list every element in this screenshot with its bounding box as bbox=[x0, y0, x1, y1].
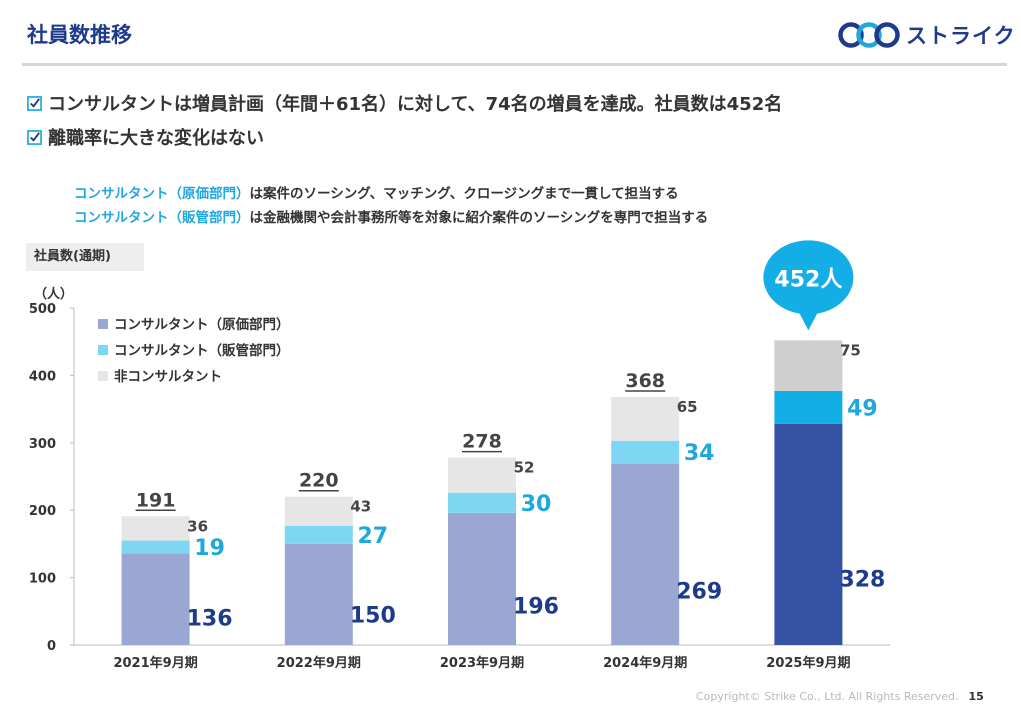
legend-label: コンサルタント（販管部門） bbox=[114, 342, 290, 359]
chart-label-chip: 社員数(通期) bbox=[26, 243, 144, 271]
note-text: は金融機関や会計事務所等を対象に紹介案件のソーシングを専門で担当する bbox=[249, 210, 709, 226]
bar-segment bbox=[284, 543, 353, 645]
data-label: 43 bbox=[350, 498, 371, 516]
checkbox-icon bbox=[27, 129, 42, 145]
bar-segment bbox=[448, 457, 516, 493]
bar-segment bbox=[774, 340, 843, 391]
bullet-item: 離職率に大きな変化はない bbox=[27, 124, 264, 150]
data-label: 150 bbox=[350, 604, 396, 629]
total-label: 368 bbox=[625, 370, 665, 392]
page-number: 15 bbox=[968, 690, 984, 703]
note-line: コンサルタント（原価部門）は案件のソーシング、マッチング、クロージングまで一貫し… bbox=[74, 182, 679, 202]
data-label: 30 bbox=[521, 492, 552, 517]
y-tick-label: 200 bbox=[29, 504, 56, 519]
company-logo: ストライク bbox=[838, 18, 1016, 52]
callout-pointer bbox=[796, 307, 821, 331]
bar-segment bbox=[121, 540, 190, 554]
data-label: 52 bbox=[514, 459, 535, 477]
y-tick-label: 300 bbox=[29, 437, 56, 452]
legend-label: コンサルタント（原価部門） bbox=[114, 316, 290, 333]
note-line: コンサルタント（販管部門）は金融機関や会計事務所等を対象に紹介案件のソーシングを… bbox=[74, 206, 708, 226]
x-tick-label: 2022年9月期 bbox=[277, 655, 361, 671]
bar-segment bbox=[448, 492, 516, 513]
data-label: 65 bbox=[677, 398, 698, 416]
note-text: は案件のソーシング、マッチング、クロージングまで一貫して担当する bbox=[249, 186, 679, 202]
y-axis-unit: （人） bbox=[34, 286, 73, 302]
page-title: 社員数推移 bbox=[27, 23, 132, 47]
footer: Copyright© Strike Co., Ltd. All Rights R… bbox=[696, 690, 984, 703]
callout-text: 452人 bbox=[774, 267, 842, 292]
data-label: 19 bbox=[194, 536, 225, 561]
x-tick-label: 2021年9月期 bbox=[113, 655, 197, 671]
bar-segment bbox=[611, 396, 680, 441]
bar-segment bbox=[611, 463, 680, 645]
data-label: 136 bbox=[187, 607, 233, 632]
bar-segment bbox=[121, 553, 190, 645]
callout-bubble bbox=[763, 240, 854, 315]
logo-text: ストライク bbox=[906, 24, 1016, 48]
bar-segment bbox=[611, 440, 680, 464]
checkbox-icon bbox=[27, 95, 42, 111]
bar-segment bbox=[774, 423, 843, 645]
data-label: 196 bbox=[513, 594, 559, 619]
data-label: 27 bbox=[357, 524, 388, 549]
header-divider bbox=[22, 63, 1007, 66]
bullet-item: コンサルタントは増員計画（年間＋61名）に対して、74名の増員を達成。社員数は4… bbox=[27, 90, 782, 116]
data-label: 34 bbox=[684, 441, 715, 466]
legend-swatch bbox=[98, 319, 108, 329]
x-tick-label: 2024年9月期 bbox=[603, 655, 687, 671]
data-label: 49 bbox=[847, 396, 878, 421]
x-tick-label: 2025年9月期 bbox=[766, 655, 850, 671]
data-label: 36 bbox=[187, 517, 208, 535]
x-tick-label: 2023年9月期 bbox=[440, 655, 524, 671]
copyright-text: Copyright© Strike Co., Ltd. All Rights R… bbox=[696, 690, 959, 703]
logo-rings-icon bbox=[838, 22, 900, 48]
data-label: 269 bbox=[676, 580, 722, 605]
y-tick-label: 100 bbox=[29, 572, 56, 587]
total-label: 278 bbox=[462, 431, 502, 453]
y-tick-label: 0 bbox=[47, 639, 56, 654]
note-highlight: コンサルタント（販管部門） bbox=[74, 210, 250, 226]
total-label: 220 bbox=[299, 470, 339, 492]
legend-swatch bbox=[98, 345, 108, 355]
legend-label: 非コンサルタント bbox=[114, 368, 222, 385]
data-label: 75 bbox=[840, 341, 861, 359]
data-label: 328 bbox=[839, 568, 885, 593]
bar-segment bbox=[774, 390, 843, 424]
bullet-text: コンサルタントは増員計画（年間＋61名）に対して、74名の増員を達成。社員数は4… bbox=[48, 94, 783, 115]
bullet-text: 離職率に大きな変化はない bbox=[48, 128, 264, 149]
y-tick-label: 500 bbox=[29, 302, 56, 317]
bar-segment bbox=[448, 512, 516, 645]
y-tick-label: 400 bbox=[29, 369, 56, 384]
bar-segment bbox=[284, 496, 353, 526]
bar-segment bbox=[121, 516, 190, 541]
note-highlight: コンサルタント（原価部門） bbox=[74, 186, 250, 202]
legend-swatch bbox=[98, 371, 108, 381]
total-label: 191 bbox=[136, 489, 176, 511]
bar-segment bbox=[284, 525, 353, 544]
